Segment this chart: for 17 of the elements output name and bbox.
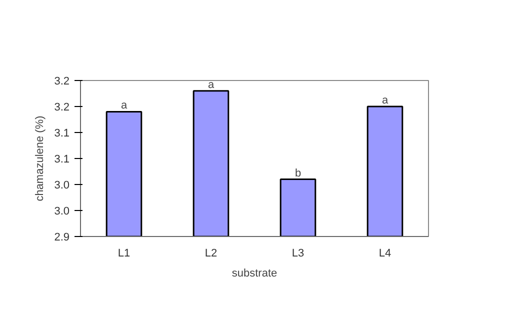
x-tick-label: L4	[378, 248, 392, 260]
y-tick-label: 3.0	[54, 206, 70, 218]
y-tick-label: 3.2	[54, 76, 70, 88]
x-tick-label: L1	[118, 248, 130, 260]
y-tick-label: 3.0	[54, 180, 70, 192]
annotation: a	[120, 100, 128, 112]
y-tick-label: 2.9	[54, 232, 70, 244]
y-axis-title: chamazulene (%)	[34, 116, 46, 202]
y-tick-label: 3.1	[54, 154, 70, 166]
x-tick-label: L2	[204, 248, 218, 260]
x-axis-title: substrate	[232, 268, 278, 280]
y-tick-label: 3.1	[54, 128, 70, 140]
annotation: a	[208, 78, 215, 91]
annotation: a	[382, 94, 389, 106]
annotation: b	[294, 167, 302, 180]
x-tick-label: L3	[292, 248, 304, 260]
y-tick-label: 3.2	[54, 102, 70, 114]
